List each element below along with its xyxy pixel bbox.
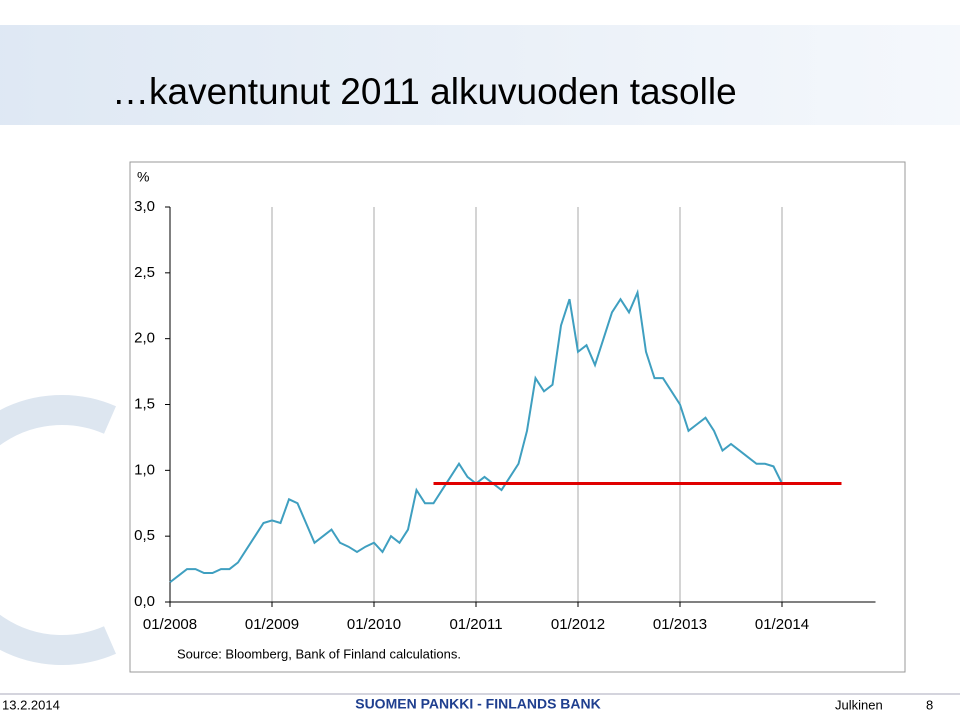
- chart-frame: [129, 161, 906, 673]
- y-tick-label: 1,0: [134, 461, 155, 478]
- x-tick-label: 01/2011: [449, 616, 502, 633]
- x-tick-label: 01/2008: [143, 616, 197, 633]
- x-tick-label: 01/2013: [653, 616, 707, 633]
- y-tick-label: 2,0: [134, 330, 155, 347]
- header-band: [0, 25, 960, 125]
- footer-class: Julkinen: [835, 697, 883, 712]
- y-tick-label: 0,0: [134, 593, 155, 610]
- x-tick-label: 01/2014: [755, 616, 809, 633]
- y-tick-label: 0,5: [134, 527, 155, 544]
- slide-title: …kaventunut 2011 alkuvuoden tasolle: [112, 71, 737, 112]
- footer-org: SUOMEN PANKKI - FINLANDS BANK: [355, 696, 601, 712]
- y-axis-label: %: [137, 169, 149, 185]
- footer-page: 8: [926, 697, 933, 712]
- source-note: Source: Bloomberg, Bank of Finland calcu…: [177, 646, 461, 661]
- y-tick-label: 1,5: [134, 395, 155, 412]
- y-tick-label: 2,5: [134, 264, 155, 281]
- y-tick-label: 3,0: [134, 198, 155, 215]
- euro-watermark: [0, 395, 116, 665]
- x-tick-label: 01/2009: [245, 616, 299, 633]
- x-tick-label: 01/2010: [347, 616, 401, 633]
- x-tick-label: 01/2012: [551, 616, 605, 633]
- footer-date: 13.2.2014: [2, 697, 60, 712]
